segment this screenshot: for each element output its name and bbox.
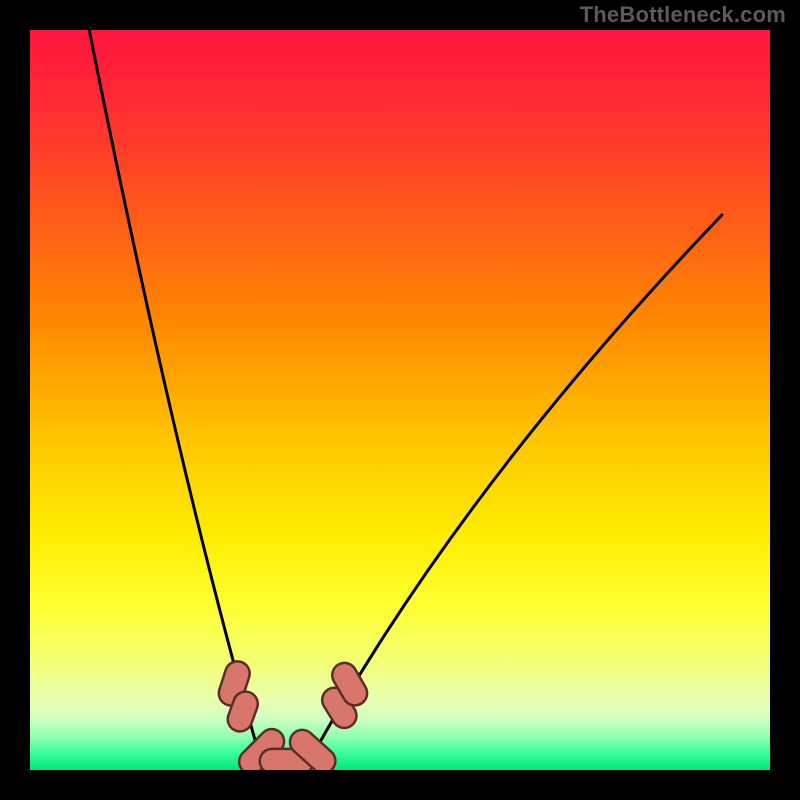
watermark-text: TheBottleneck.com	[580, 2, 786, 28]
plot-background	[30, 30, 770, 770]
marker-capsule	[334, 700, 344, 716]
marker-capsule	[345, 675, 355, 693]
marker-capsule	[231, 674, 237, 694]
chart-canvas	[0, 0, 800, 800]
marker-capsule	[240, 704, 246, 719]
marker-capsule	[302, 742, 323, 761]
